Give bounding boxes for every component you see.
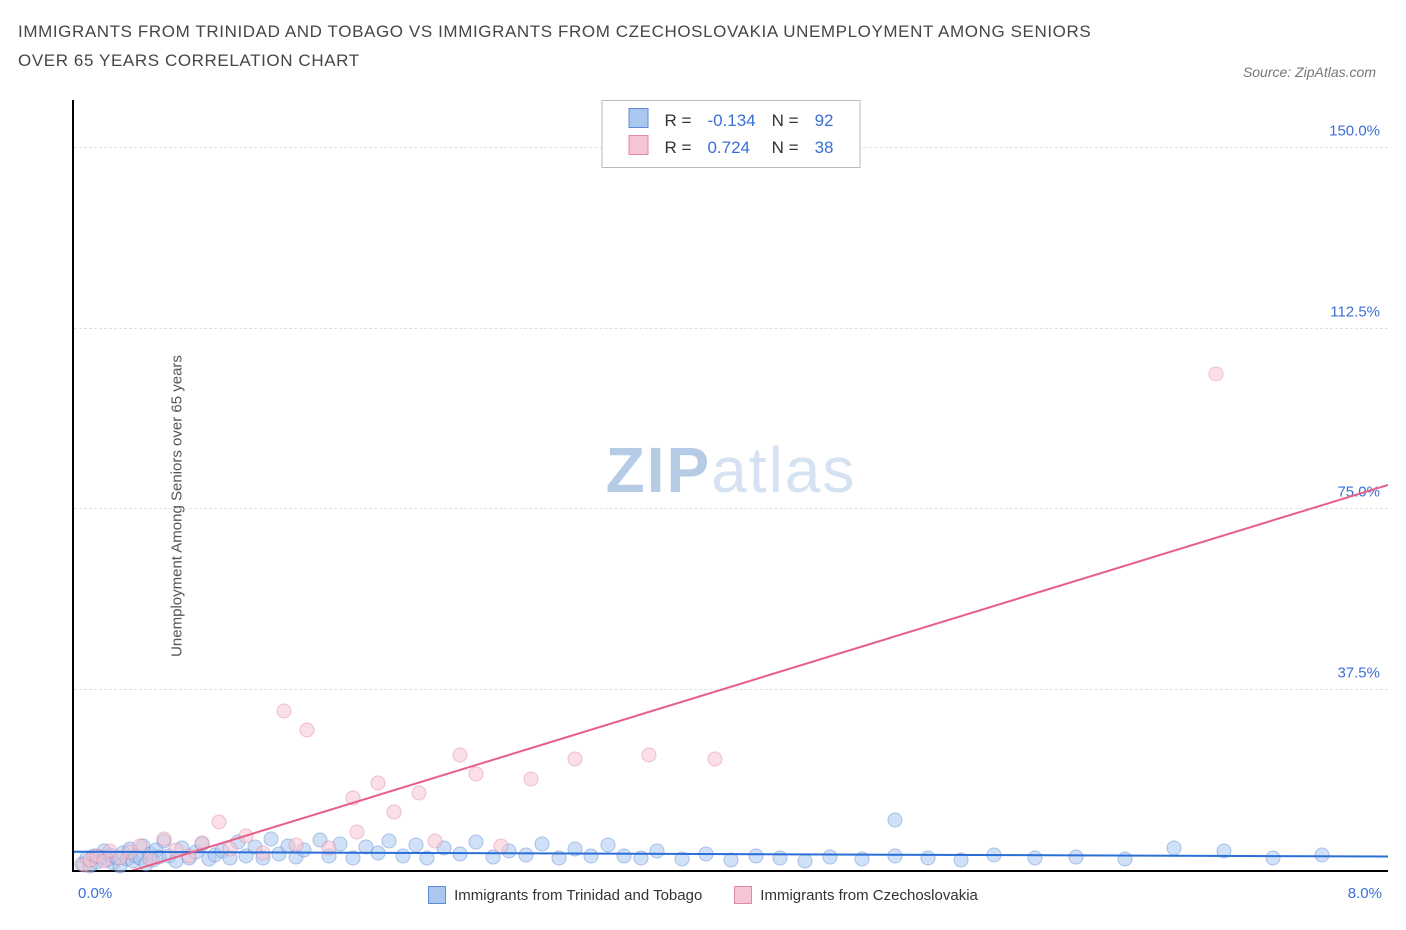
legend-label: Immigrants from Trinidad and Tobago: [454, 887, 702, 904]
data-point-czech: [469, 766, 484, 781]
data-point-trinidad: [518, 847, 533, 862]
data-point-trinidad: [888, 848, 903, 863]
data-point-trinidad: [584, 848, 599, 863]
data-point-trinidad: [600, 837, 615, 852]
data-point-czech: [411, 786, 426, 801]
r-label: R =: [657, 107, 700, 134]
data-point-trinidad: [452, 846, 467, 861]
plot-region: ZIPatlas R =-0.134N =92R =0.724N =38 37.…: [72, 100, 1388, 872]
data-point-czech: [346, 790, 361, 805]
data-point-czech: [1208, 367, 1223, 382]
data-point-czech: [277, 704, 292, 719]
data-point-czech: [494, 838, 509, 853]
legend-item-trinidad: Immigrants from Trinidad and Tobago: [428, 886, 702, 904]
data-point-czech: [321, 840, 336, 855]
gridline: [74, 508, 1388, 509]
n-value: 38: [807, 134, 842, 161]
data-point-trinidad: [986, 847, 1001, 862]
data-point-trinidad: [264, 832, 279, 847]
data-point-trinidad: [650, 843, 665, 858]
data-point-czech: [132, 838, 147, 853]
data-point-czech: [142, 852, 157, 867]
legend-label: Immigrants from Czechoslovakia: [760, 887, 978, 904]
data-point-czech: [288, 837, 303, 852]
data-point-trinidad: [1027, 851, 1042, 866]
data-point-trinidad: [888, 812, 903, 827]
legend-item-czech: Immigrants from Czechoslovakia: [734, 886, 978, 904]
data-point-trinidad: [953, 853, 968, 868]
data-point-czech: [181, 848, 196, 863]
data-point-czech: [452, 747, 467, 762]
data-point-trinidad: [921, 850, 936, 865]
gridline: [74, 689, 1388, 690]
n-label: N =: [764, 107, 807, 134]
data-point-trinidad: [567, 841, 582, 856]
data-point-trinidad: [773, 851, 788, 866]
y-tick-label: 37.5%: [1337, 664, 1380, 681]
data-point-czech: [387, 805, 402, 820]
data-point-trinidad: [724, 853, 739, 868]
legend-swatch-czech: [734, 886, 752, 904]
data-point-trinidad: [674, 852, 689, 867]
data-point-czech: [641, 747, 656, 762]
n-value: 92: [807, 107, 842, 134]
chart-area: Unemployment Among Seniors over 65 years…: [18, 100, 1388, 912]
data-point-czech: [223, 841, 238, 856]
data-point-czech: [707, 752, 722, 767]
data-point-trinidad: [535, 837, 550, 852]
data-point-trinidad: [346, 850, 361, 865]
data-point-trinidad: [822, 849, 837, 864]
watermark: ZIPatlas: [606, 433, 857, 507]
data-point-trinidad: [420, 851, 435, 866]
r-value: -0.134: [699, 107, 763, 134]
correlation-legend: R =-0.134N =92R =0.724N =38: [602, 100, 861, 168]
data-point-czech: [195, 836, 210, 851]
data-point-czech: [239, 829, 254, 844]
data-point-trinidad: [1266, 850, 1281, 865]
data-point-trinidad: [551, 850, 566, 865]
data-point-trinidad: [699, 846, 714, 861]
data-point-czech: [370, 776, 385, 791]
data-point-trinidad: [1216, 843, 1231, 858]
corr-row-czech: R =0.724N =38: [621, 134, 842, 161]
legend-swatch-czech: [629, 135, 649, 155]
gridline: [74, 328, 1388, 329]
data-point-trinidad: [370, 845, 385, 860]
data-point-trinidad: [1315, 847, 1330, 862]
source-label: Source: ZipAtlas.com: [1243, 64, 1376, 80]
data-point-trinidad: [797, 854, 812, 869]
data-point-trinidad: [1167, 840, 1182, 855]
data-point-czech: [211, 814, 226, 829]
data-point-czech: [428, 834, 443, 849]
data-point-czech: [349, 824, 364, 839]
data-point-trinidad: [469, 835, 484, 850]
n-label: N =: [764, 134, 807, 161]
data-point-czech: [523, 771, 538, 786]
legend-swatch-trinidad: [629, 108, 649, 128]
data-point-trinidad: [408, 837, 423, 852]
data-point-trinidad: [1118, 852, 1133, 867]
chart-title: IMMIGRANTS FROM TRINIDAD AND TOBAGO VS I…: [18, 18, 1118, 76]
y-tick-label: 112.5%: [1330, 303, 1380, 320]
data-point-trinidad: [382, 834, 397, 849]
r-value: 0.724: [699, 134, 763, 161]
trend-line-czech: [87, 485, 1388, 870]
corr-row-trinidad: R =-0.134N =92: [621, 107, 842, 134]
data-point-czech: [567, 752, 582, 767]
y-tick-label: 150.0%: [1329, 123, 1380, 140]
data-point-trinidad: [617, 848, 632, 863]
data-point-trinidad: [855, 852, 870, 867]
legend-swatch-trinidad: [428, 886, 446, 904]
data-point-czech: [255, 845, 270, 860]
r-label: R =: [657, 134, 700, 161]
data-point-trinidad: [395, 848, 410, 863]
data-point-trinidad: [633, 850, 648, 865]
trend-lines: [74, 100, 1388, 870]
series-legend: Immigrants from Trinidad and Tobago Immig…: [18, 886, 1388, 904]
data-point-czech: [300, 723, 315, 738]
data-point-trinidad: [1068, 849, 1083, 864]
data-point-trinidad: [748, 848, 763, 863]
y-tick-label: 75.0%: [1337, 484, 1380, 501]
